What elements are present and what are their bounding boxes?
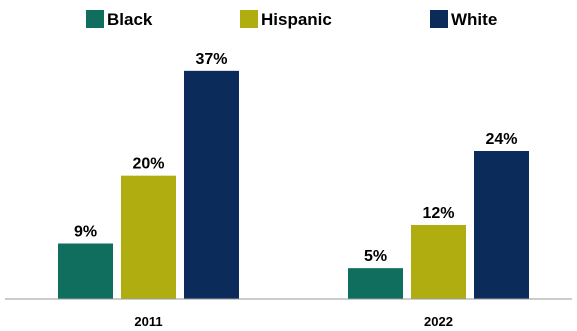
- data-label-hispanic-2022: 12%: [422, 205, 454, 222]
- legend-label-black: Black: [107, 10, 153, 29]
- legend-label-hispanic: Hispanic: [261, 10, 332, 29]
- data-label-white-2022: 24%: [485, 131, 517, 148]
- x-axis-ticks: 2011 2022: [134, 314, 453, 329]
- data-label-black-2011: 9%: [74, 224, 97, 241]
- bar-white-2022: [474, 151, 529, 299]
- bar-hispanic-2011: [121, 175, 176, 299]
- legend-label-white: White: [451, 10, 497, 29]
- data-labels-group: 9% 20% 37% 5% 12% 24%: [74, 51, 518, 265]
- bar-black-2022: [348, 268, 403, 299]
- data-label-hispanic-2011: 20%: [132, 156, 164, 173]
- legend-swatch-hispanic: [240, 10, 258, 28]
- legend-swatch-white: [430, 10, 448, 28]
- bar-hispanic-2022: [411, 225, 466, 299]
- bar-black-2011: [58, 243, 113, 299]
- legend: Black Hispanic White: [86, 10, 497, 29]
- legend-swatch-black: [86, 10, 104, 28]
- x-tick-label-2011: 2011: [134, 314, 162, 329]
- x-tick-label-2022: 2022: [424, 314, 453, 329]
- data-label-black-2022: 5%: [364, 248, 387, 265]
- data-label-white-2011: 37%: [195, 51, 227, 68]
- bar-white-2011: [184, 70, 239, 299]
- bars-group: [58, 70, 529, 299]
